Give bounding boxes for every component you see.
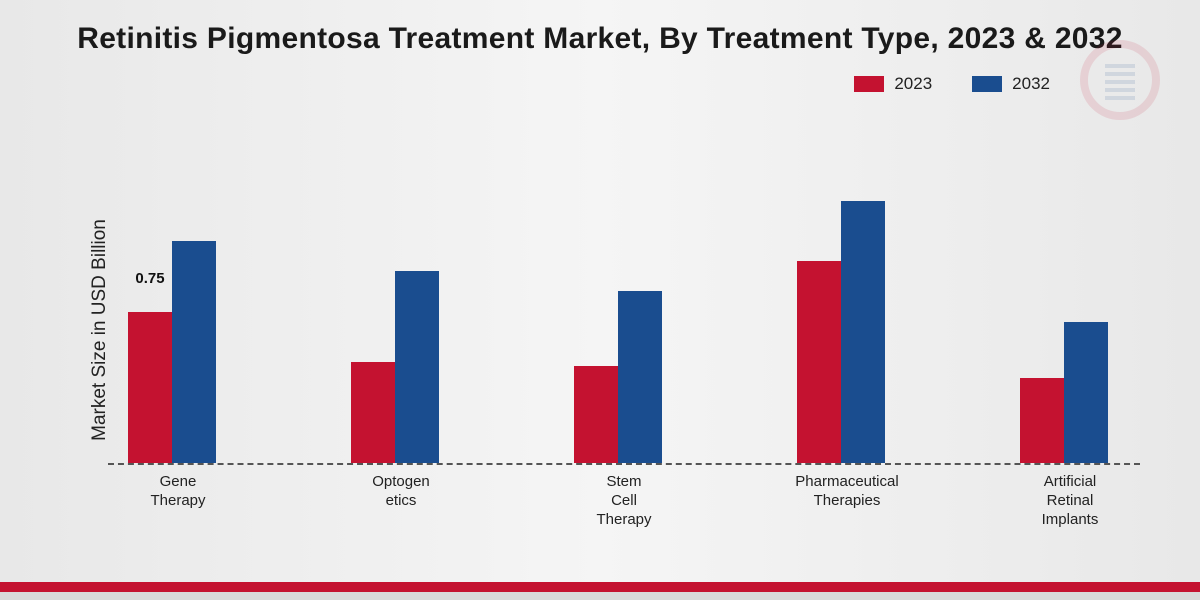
category-label: PharmaceuticalTherapies xyxy=(777,473,917,511)
category-label: Optogenetics xyxy=(331,473,471,511)
bar-group: ArtificialRetinalImplants xyxy=(1000,140,1140,463)
category-label: ArtificialRetinalImplants xyxy=(1000,473,1140,529)
watermark-logo xyxy=(1080,40,1160,120)
bar-2023 xyxy=(797,261,841,463)
bar-2032 xyxy=(618,291,662,463)
legend-swatch-2023 xyxy=(854,76,884,92)
legend-item-2032: 2032 xyxy=(972,74,1050,94)
bar-group: Optogenetics xyxy=(331,140,471,463)
category-label: StemCellTherapy xyxy=(554,473,694,529)
bar-2032 xyxy=(172,241,216,463)
chart-title: Retinitis Pigmentosa Treatment Market, B… xyxy=(0,0,1200,56)
bar-2023 xyxy=(1020,378,1064,463)
legend-label-2032: 2032 xyxy=(1012,74,1050,94)
bar-2032 xyxy=(841,201,885,463)
footer-red-band xyxy=(0,582,1200,592)
bar-group: 0.75GeneTherapy xyxy=(108,140,248,463)
legend-item-2023: 2023 xyxy=(854,74,932,94)
plot-area: 0.75GeneTherapy Optogenetics StemCellThera… xyxy=(108,140,1140,465)
legend-label-2023: 2023 xyxy=(894,74,932,94)
bar-group: StemCellTherapy xyxy=(554,140,694,463)
bar-2023 xyxy=(574,366,618,463)
legend: 2023 2032 xyxy=(0,56,1200,94)
legend-swatch-2032 xyxy=(972,76,1002,92)
footer-stripe xyxy=(0,582,1200,600)
bar-2032 xyxy=(395,271,439,463)
bar-2023 xyxy=(128,312,172,463)
bar-2032 xyxy=(1064,322,1108,463)
bar-value-label: 0.75 xyxy=(128,270,172,291)
category-label: GeneTherapy xyxy=(108,473,248,511)
bar-2023 xyxy=(351,362,395,463)
chart-area: Market Size in USD Billion 0.75GeneThera… xyxy=(78,140,1140,520)
bar-group: PharmaceuticalTherapies xyxy=(777,140,917,463)
footer-grey-band xyxy=(0,592,1200,600)
